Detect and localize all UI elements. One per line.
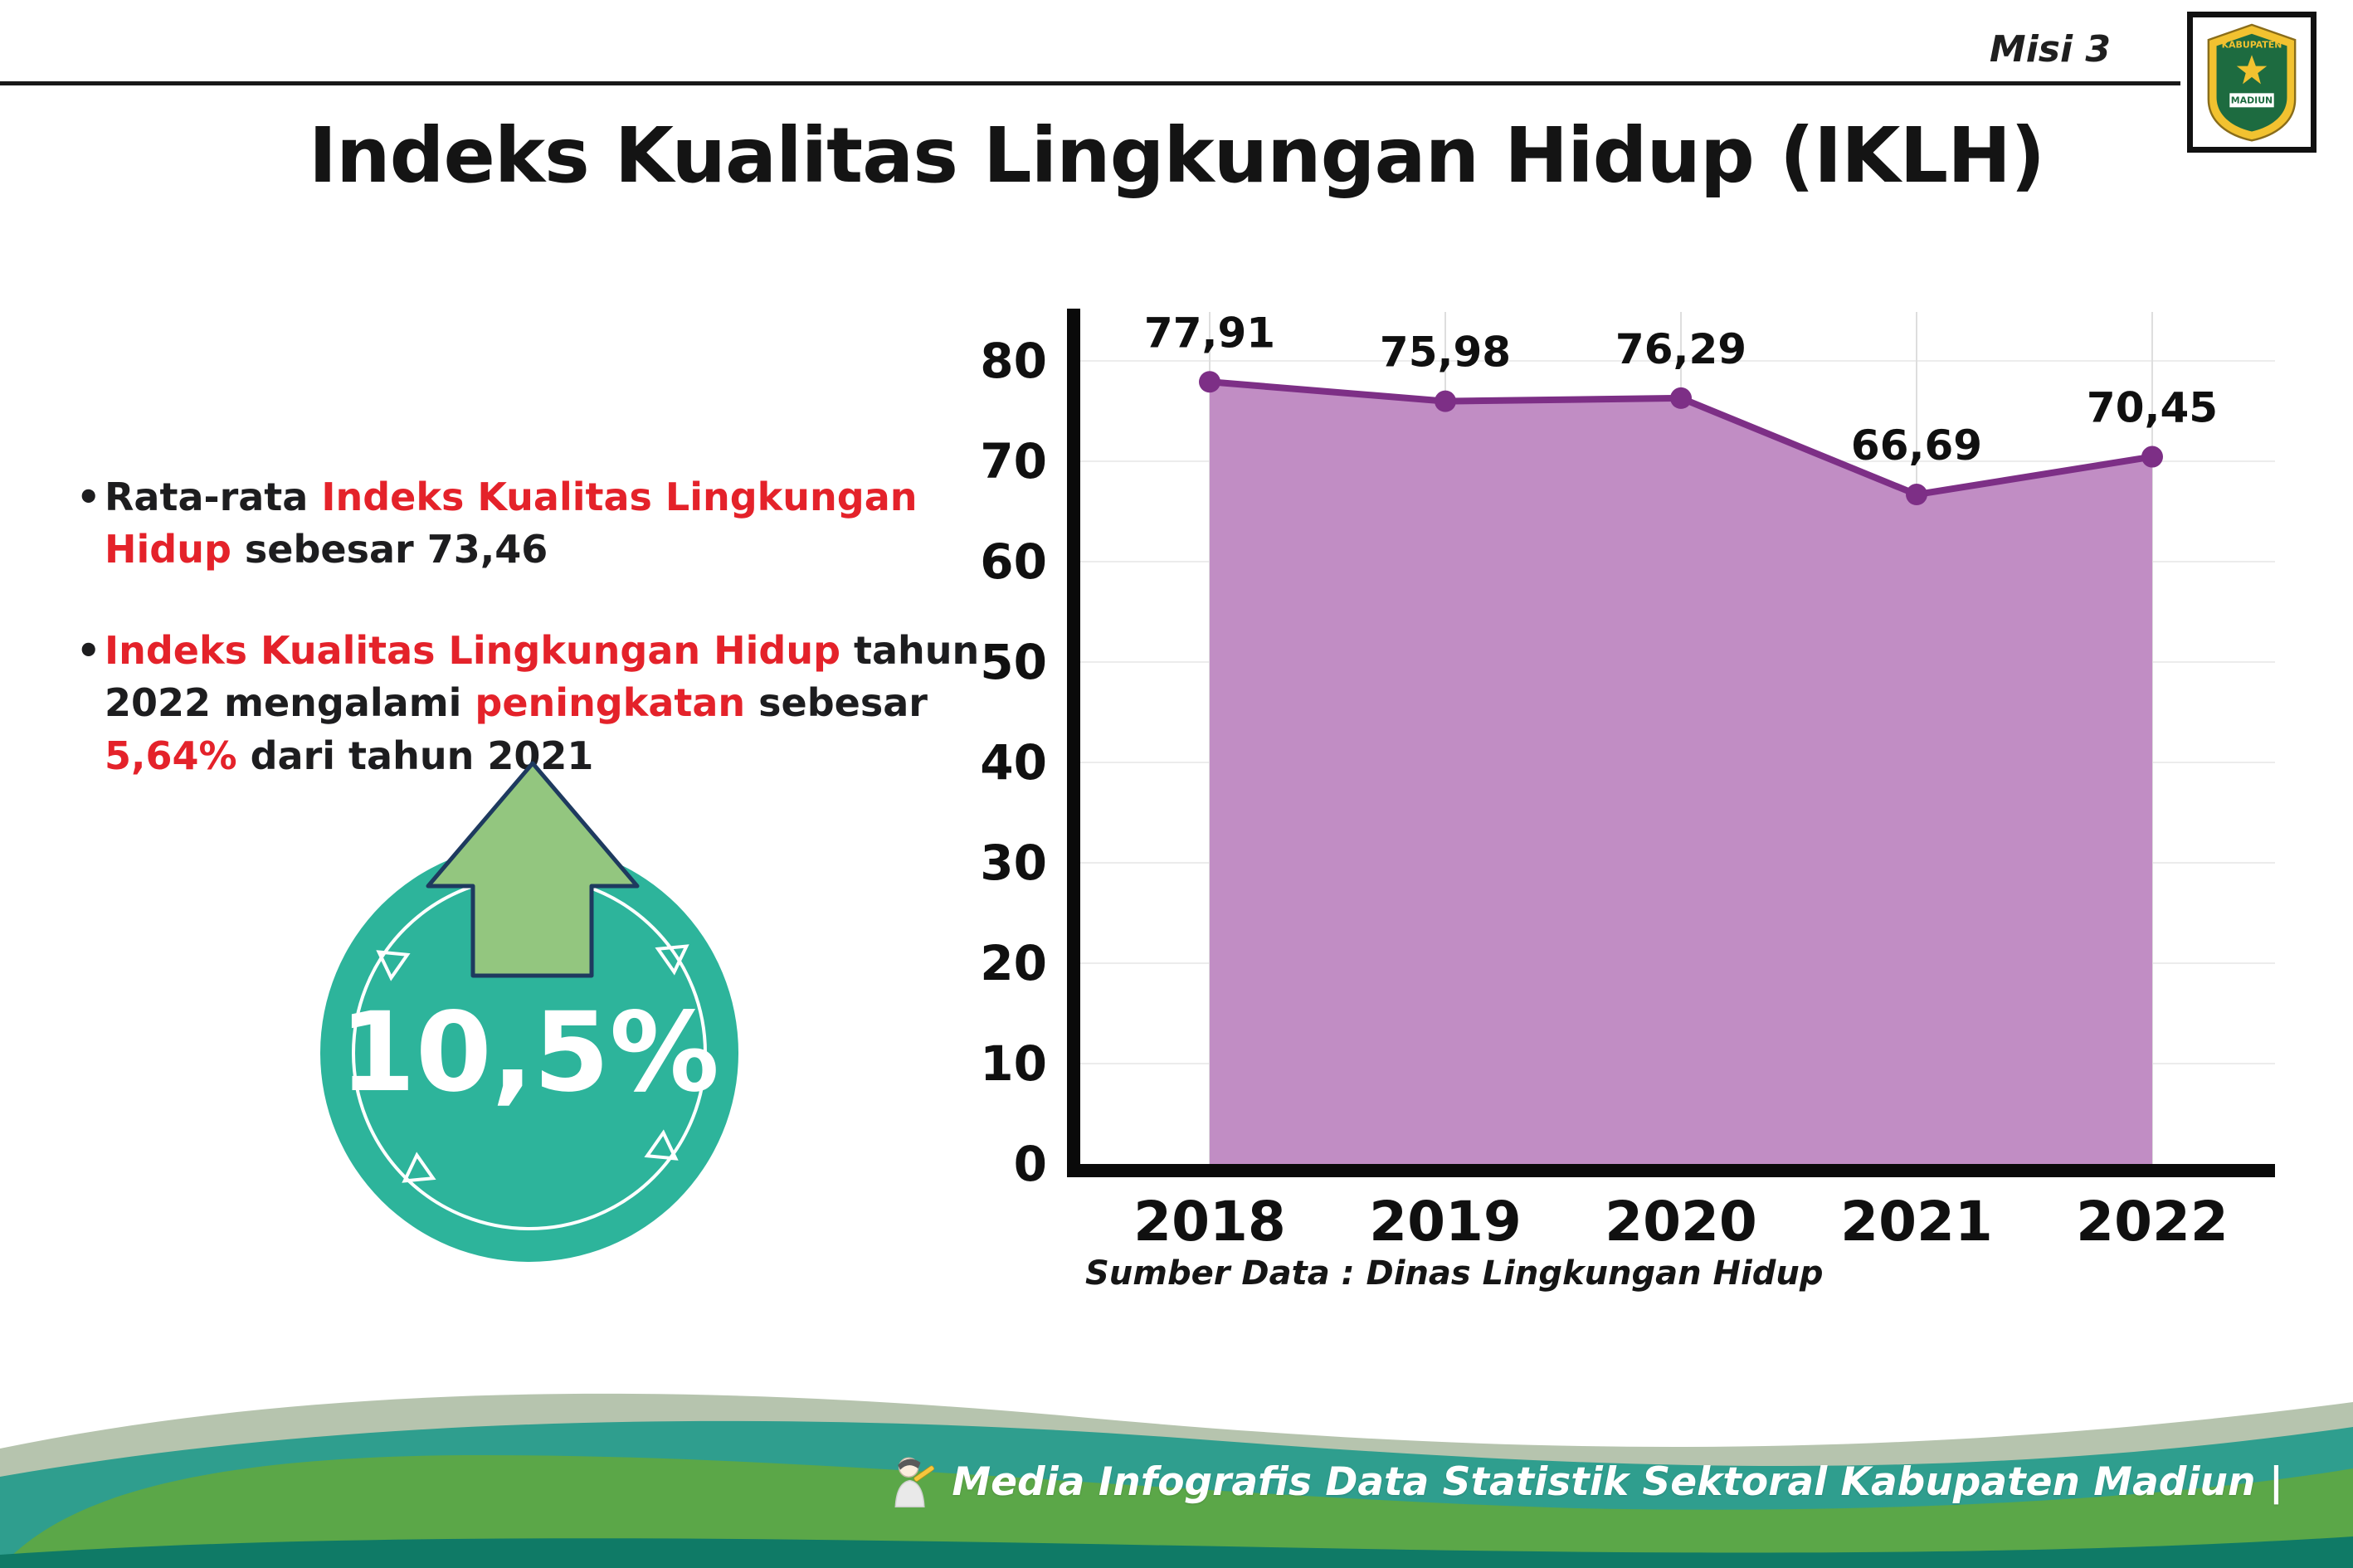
bullet-text: sebesar (745, 680, 928, 726)
bullet-text-highlight: Indeks Kualitas Lingkungan Hidup (105, 475, 918, 572)
svg-text:20: 20 (980, 935, 1047, 991)
svg-text:2019: 2019 (1369, 1190, 1522, 1254)
increase-badge: 10,5% (305, 745, 757, 1286)
crest-bottom-text: MADIUN (2231, 95, 2273, 105)
svg-text:76,29: 76,29 (1615, 325, 1746, 373)
footer-waves-decor (0, 1393, 2353, 1568)
bullet-text: Rata-rata (105, 475, 322, 519)
svg-text:70,45: 70,45 (2087, 384, 2218, 432)
bullet-text: sebesar 73,46 (231, 527, 548, 572)
svg-text:2022: 2022 (2076, 1190, 2229, 1254)
bullet-average-iklh: Rata-rata Indeks Kualitas Lingkungan Hid… (76, 471, 981, 577)
iklh-area-chart: 77,91 75,98 76,29 66,69 70,45 0 10 20 30 40 50 60 70… (980, 309, 2275, 1254)
svg-text:10: 10 (980, 1035, 1047, 1092)
svg-text:70: 70 (980, 433, 1047, 489)
footer-credit: Media Infografis Data Statistik Sektoral… (887, 1452, 2283, 1512)
bullet-text-highlight: 5,64% (105, 733, 237, 778)
svg-text:77,91: 77,91 (1144, 309, 1275, 357)
svg-text:2020: 2020 (1605, 1190, 1757, 1254)
data-source-caption: Sumber Data : Dinas Lingkungan Hidup (1085, 1254, 1824, 1293)
bullet-increase-2022: Indeks Kualitas Lingkungan Hidup tahun 2… (76, 625, 981, 782)
svg-text:60: 60 (980, 533, 1047, 590)
iklh-chart-area: 77,91 75,98 76,29 66,69 70,45 0 10 20 30 40 50 60 70… (954, 274, 2298, 1319)
badge-triangle-decor (376, 944, 689, 1183)
crest-top-text: KABUPATEN (2222, 40, 2282, 51)
mascot-icon (894, 1457, 935, 1507)
header-divider (0, 81, 2180, 85)
svg-text:2021: 2021 (1840, 1190, 1993, 1254)
svg-text:75,98: 75,98 (1380, 329, 1511, 377)
up-arrow-icon (426, 761, 640, 978)
bullet-text: tahun 2022 mengalami (105, 627, 980, 726)
bullet-text-highlight: peningkatan (475, 680, 746, 726)
increase-percentage-value: 10,5% (339, 989, 719, 1117)
key-findings: Rata-rata Indeks Kualitas Lingkungan Hid… (76, 471, 981, 830)
misi-label: Misi 3 (1989, 28, 2111, 71)
increase-badge-graphic: 10,5% (320, 761, 738, 1262)
footer-text: Media Infografis Data Statistik Sektoral… (952, 1458, 2283, 1505)
badge-circle (320, 844, 738, 1262)
svg-text:50: 50 (980, 634, 1047, 690)
kabupaten-madiun-crest-icon: KABUPATEN MADIUN (2207, 23, 2297, 142)
bullet-text-highlight: Indeks Kualitas Lingkungan Hidup (105, 627, 841, 673)
footer: Media Infografis Data Statistik Sektoral… (0, 1351, 2353, 1568)
svg-text:66,69: 66,69 (1851, 421, 1982, 470)
svg-text:40: 40 (980, 734, 1047, 791)
svg-text:0: 0 (1014, 1136, 1047, 1192)
svg-text:80: 80 (980, 333, 1047, 389)
page-title: Indeks Kualitas Lingkungan Hidup (IKLH) (308, 111, 2045, 200)
kabupaten-madiun-logo: KABUPATEN MADIUN (2187, 12, 2316, 153)
svg-text:30: 30 (980, 835, 1047, 891)
svg-text:2018: 2018 (1133, 1190, 1286, 1254)
